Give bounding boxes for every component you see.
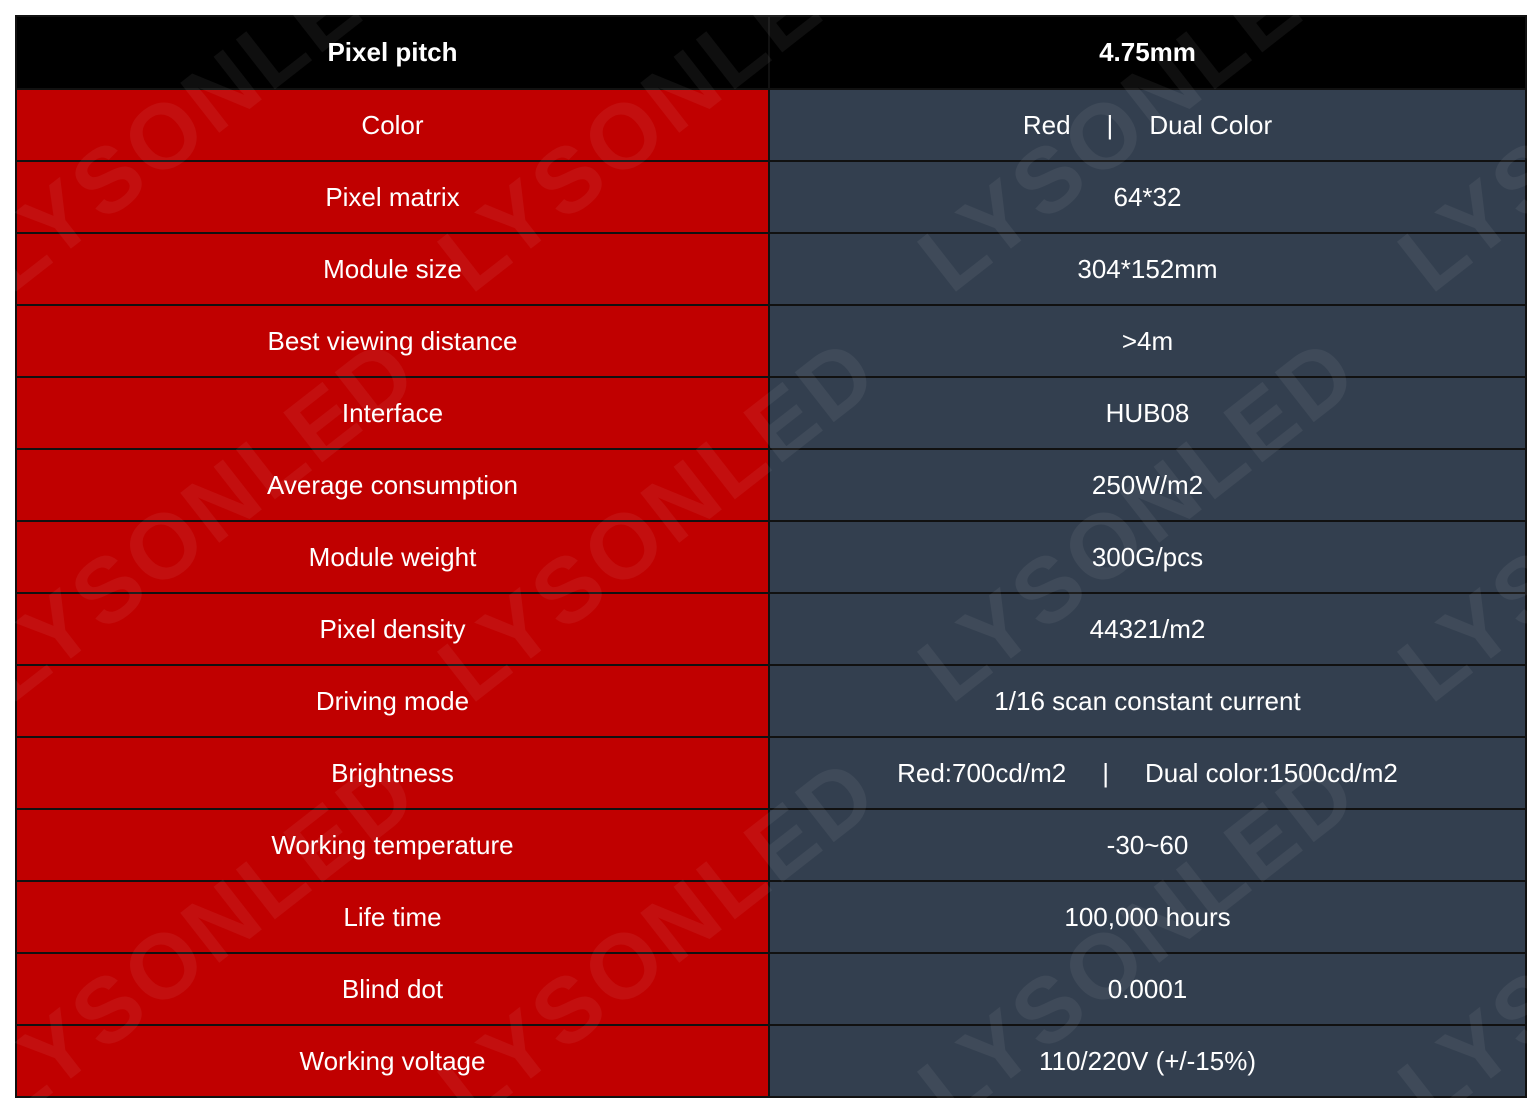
table-row-driving-mode: Driving mode 1/16 scan constant current xyxy=(15,664,1527,738)
table-row-viewing-distance: Best viewing distance >4m xyxy=(15,304,1527,378)
table-row-pixel-density: Pixel density 44321/m2 xyxy=(15,592,1527,666)
header-label: Pixel pitch xyxy=(15,15,770,90)
brightness-red: Red:700cd/m2 xyxy=(897,757,1067,788)
row-label: Working voltage xyxy=(15,1024,770,1098)
header-value: 4.75mm xyxy=(768,15,1527,90)
row-value: Red | Dual Color xyxy=(768,88,1527,162)
row-label: Life time xyxy=(15,880,770,954)
row-label: Best viewing distance xyxy=(15,304,770,378)
brightness-dual: Dual color:1500cd/m2 xyxy=(1144,757,1398,788)
row-value: >4m xyxy=(768,304,1527,378)
table-header-row: Pixel pitch 4.75mm xyxy=(15,15,1527,90)
row-value: 304*152mm xyxy=(768,232,1527,306)
table-row-life-time: Life time 100,000 hours xyxy=(15,880,1527,954)
row-label: Brightness xyxy=(15,736,770,810)
table-row-module-weight: Module weight 300G/pcs xyxy=(15,520,1527,594)
value-separator: | xyxy=(1106,109,1114,140)
row-label: Module weight xyxy=(15,520,770,594)
table-row-blind-dot: Blind dot 0.0001 xyxy=(15,952,1527,1026)
row-label: Module size xyxy=(15,232,770,306)
row-label: Pixel density xyxy=(15,592,770,666)
table-row-working-voltage: Working voltage 110/220V (+/-15%) xyxy=(15,1024,1527,1098)
table-row-interface: Interface HUB08 xyxy=(15,376,1527,450)
row-value: 100,000 hours xyxy=(768,880,1527,954)
row-value: 300G/pcs xyxy=(768,520,1527,594)
row-value: -30~60 xyxy=(768,808,1527,882)
row-label: Average consumption xyxy=(15,448,770,522)
row-value: HUB08 xyxy=(768,376,1527,450)
row-value: 1/16 scan constant current xyxy=(768,664,1527,738)
row-label: Working temperature xyxy=(15,808,770,882)
table-row-consumption: Average consumption 250W/m2 xyxy=(15,448,1527,522)
value-separator: | xyxy=(1102,757,1109,788)
row-value: 44321/m2 xyxy=(768,592,1527,666)
row-value: 64*32 xyxy=(768,160,1527,234)
table-row-module-size: Module size 304*152mm xyxy=(15,232,1527,306)
row-value: 110/220V (+/-15%) xyxy=(768,1024,1527,1098)
row-label: Interface xyxy=(15,376,770,450)
spec-table: Pixel pitch 4.75mm Color Red | Dual Color … xyxy=(15,15,1527,1098)
table-row-color: Color Red | Dual Color xyxy=(15,88,1527,162)
table-row-brightness: Brightness Red:700cd/m2 | Dual color:1500c… xyxy=(15,736,1527,810)
row-label: Color xyxy=(15,88,770,162)
row-label: Blind dot xyxy=(15,952,770,1026)
row-value: Red:700cd/m2 | Dual color:1500cd/m2 xyxy=(768,736,1527,810)
row-label: Pixel matrix xyxy=(15,160,770,234)
row-label: Driving mode xyxy=(15,664,770,738)
table-row-working-temperature: Working temperature -30~60 xyxy=(15,808,1527,882)
row-value: 0.0001 xyxy=(768,952,1527,1026)
color-option-red: Red xyxy=(1022,109,1071,140)
row-value: 250W/m2 xyxy=(768,448,1527,522)
color-option-dual: Dual Color xyxy=(1149,109,1273,140)
table-row-pixel-matrix: Pixel matrix 64*32 xyxy=(15,160,1527,234)
